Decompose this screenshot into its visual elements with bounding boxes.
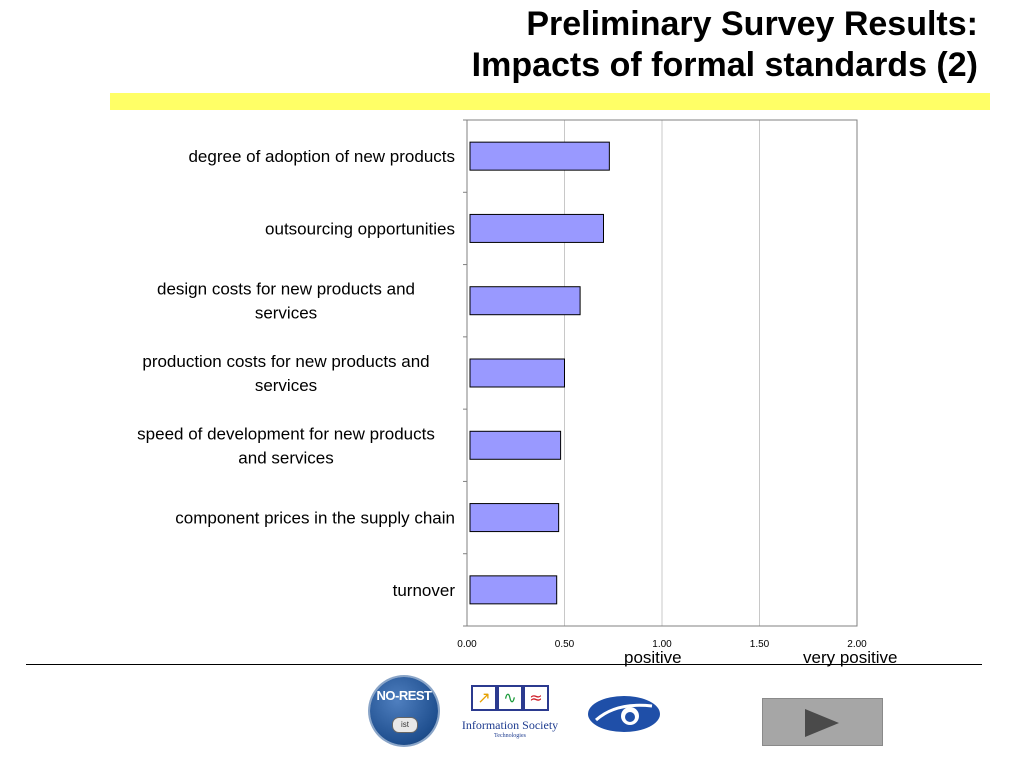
- no-rest-badge-text: ist: [401, 720, 409, 729]
- category-label: services: [255, 304, 317, 323]
- fp6-six-core: [625, 712, 635, 722]
- category-label: component prices in the supply chain: [175, 509, 455, 528]
- x-tick-label: 1.50: [750, 639, 770, 650]
- play-arrow-icon: [805, 709, 839, 737]
- bar: [469, 575, 558, 605]
- x-tick-label: 2.00: [847, 639, 867, 650]
- category-label: design costs for new products and: [157, 280, 415, 299]
- wave-icon: ∿: [497, 685, 523, 711]
- technologies-text: Technologies: [494, 733, 526, 739]
- scale-label-very-positive: very positive: [803, 648, 898, 667]
- category-label: services: [255, 376, 317, 395]
- no-rest-logo: NO-REST ist: [370, 677, 438, 745]
- x-tick-label: 1.00: [652, 639, 672, 650]
- slide-title: Preliminary Survey Results: Impacts of f…: [472, 4, 978, 86]
- category-label: turnover: [393, 581, 456, 600]
- approx-icon: ≈: [523, 685, 549, 711]
- category-label: outsourcing opportunities: [265, 219, 455, 238]
- title-line-2: Impacts of formal standards (2): [471, 46, 978, 84]
- fp6-logo: [588, 696, 660, 732]
- next-slide-button[interactable]: [762, 698, 883, 746]
- bar: [469, 503, 560, 533]
- information-society-text: Information Society: [461, 718, 559, 732]
- information-society-logo: ↗ ∿ ≈ Information Society Technologies: [455, 685, 565, 745]
- no-rest-badge: ist: [392, 717, 418, 733]
- category-label: speed of development for new products: [137, 424, 435, 443]
- category-label: degree of adoption of new products: [188, 147, 455, 166]
- footer-divider: [26, 664, 982, 665]
- category-label: production costs for new products and: [142, 352, 429, 371]
- x-tick-label: 0.50: [555, 639, 575, 650]
- fp6-swoosh: [594, 703, 653, 722]
- bar: [469, 213, 604, 243]
- bar: [469, 430, 562, 460]
- plot-area-frame: [466, 119, 858, 627]
- x-tick-label: 0.00: [457, 639, 477, 650]
- bar: [469, 286, 581, 316]
- no-rest-logo-text: NO-REST: [376, 688, 433, 703]
- bar: [469, 358, 565, 388]
- scale-label-positive: positive: [624, 648, 682, 667]
- bar: [469, 141, 610, 171]
- title-highlight-bar: [110, 93, 990, 110]
- title-line-1: Preliminary Survey Results:: [526, 5, 978, 43]
- category-label: and services: [238, 448, 333, 467]
- arrow-icon: ↗: [471, 685, 497, 711]
